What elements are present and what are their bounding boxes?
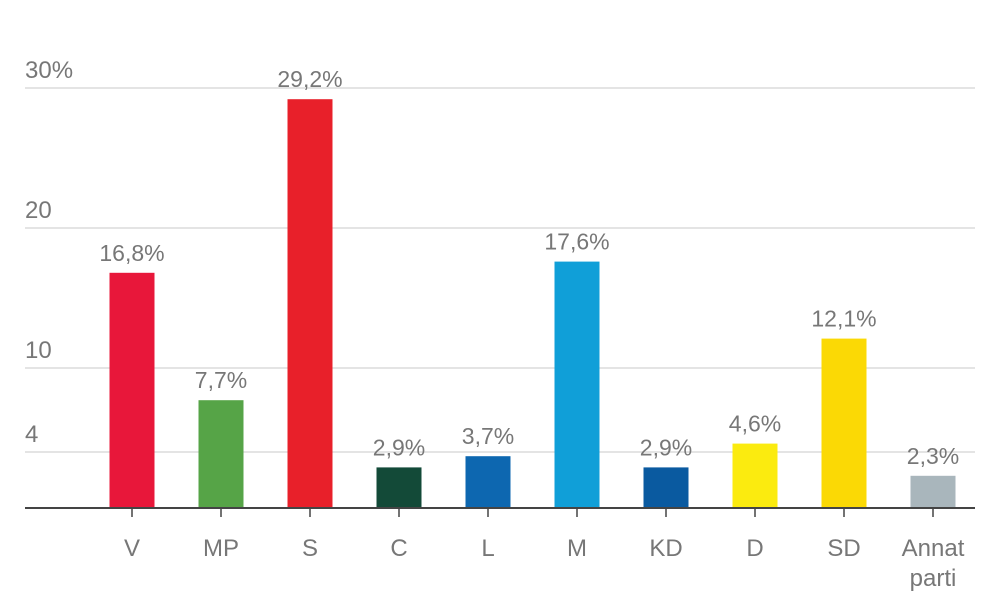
data-label-0: 16,8% [99, 240, 164, 266]
y-tick-label-3: 4 [25, 421, 38, 448]
category-label-2: S [302, 535, 318, 562]
data-label-9: 2,3% [907, 443, 959, 469]
category-label-9: Annat parti [902, 535, 965, 592]
category-label-7: D [746, 535, 763, 562]
bar-6 [643, 467, 689, 508]
data-label-6: 2,9% [640, 434, 692, 460]
x-axis-category-labels: V MP S C L M KD D SD Annat parti [124, 535, 965, 592]
x-axis-ticks [131, 508, 934, 517]
bar-9 [910, 475, 956, 508]
y-tick-label-2: 10 [25, 337, 52, 364]
data-label-1: 7,7% [195, 367, 247, 393]
bar-5 [554, 261, 600, 508]
data-label-5: 17,6% [544, 229, 609, 255]
bar-3 [376, 467, 422, 508]
bar-0 [109, 272, 155, 508]
y-tick-label-0: 30% [25, 57, 73, 84]
data-label-8: 12,1% [811, 306, 876, 332]
category-label-5: M [567, 535, 587, 562]
category-label-4: L [481, 535, 494, 562]
y-tick-label-1: 20 [25, 197, 52, 224]
bar-8 [821, 338, 867, 508]
data-label-3: 2,9% [373, 434, 425, 460]
bar-7 [732, 443, 778, 508]
y-axis-tick-labels: 30% 20 10 4 [25, 57, 73, 448]
data-label-2: 29,2% [277, 66, 342, 92]
grid-lines [25, 87, 975, 453]
data-label-7: 4,6% [729, 411, 781, 437]
bar-1 [198, 400, 244, 508]
bar-2 [287, 99, 333, 508]
category-label-1: MP [203, 535, 239, 562]
category-label-0: V [124, 535, 140, 562]
bars [109, 99, 956, 508]
category-label-8: SD [827, 535, 860, 562]
category-label-6: KD [649, 535, 682, 562]
category-label-3: C [390, 535, 407, 562]
data-label-4: 3,7% [462, 423, 514, 449]
data-labels: 16,8% 7,7% 29,2% 2,9% 3,7% 17,6% 2,9% 4,6% 12,1%… [99, 66, 959, 469]
bar-4 [465, 456, 511, 508]
